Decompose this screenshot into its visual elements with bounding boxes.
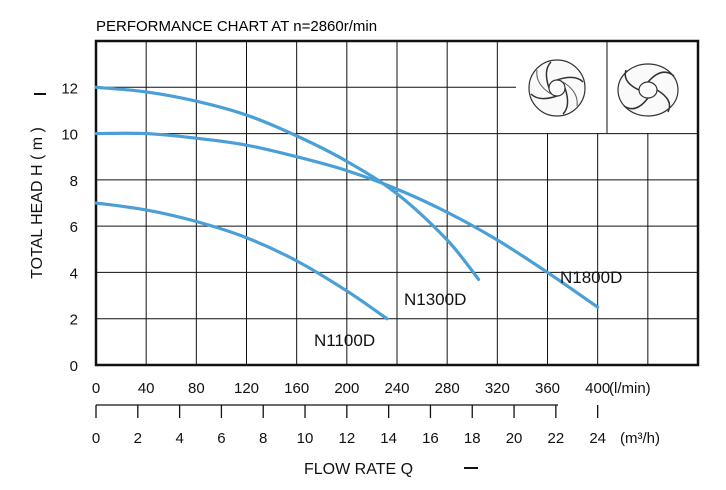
chart-grid [95, 40, 699, 366]
x-tick-label-lmin: 400 [585, 380, 610, 397]
x-tick-label-lmin: 360 [535, 380, 560, 397]
x-tick-label-m3h: 2 [134, 430, 142, 447]
x-tick-label-lmin: 240 [384, 380, 409, 397]
x-tick-labels-m3h: 0 2 4 6 8 10 12 14 16 18 20 22 24 [92, 405, 606, 447]
x-tick-label-m3h: 6 [217, 430, 225, 447]
x-tick-label-lmin: 280 [435, 380, 460, 397]
x-tick-label-lmin: 80 [188, 380, 205, 397]
x-tick-label-m3h: 8 [259, 430, 267, 447]
y-axis-label: TOTAL HEAD H ( m ) [29, 127, 46, 279]
y-tick-label: 8 [70, 173, 78, 190]
series-label-n1300d: N1300D [404, 290, 466, 309]
open-impeller-icon [617, 63, 679, 117]
x-tick-label-m3h: 18 [464, 430, 481, 447]
x-tick-label-m3h: 24 [589, 430, 606, 447]
y-tick-label: 6 [70, 219, 78, 236]
x-tick-label-lmin: 120 [234, 380, 259, 397]
y-tick-label: 2 [70, 312, 78, 329]
x-tick-label-lmin: 40 [138, 380, 155, 397]
x-unit-m3h: (m³/h) [620, 430, 660, 447]
y-axis-dash [34, 93, 46, 95]
x-tick-label-m3h: 22 [548, 430, 565, 447]
x-tick-label-m3h: 4 [175, 430, 183, 447]
x-tick-label-m3h: 12 [338, 430, 355, 447]
x-tick-label-m3h: 20 [506, 430, 523, 447]
x-tick-label-lmin: 160 [284, 380, 309, 397]
series-line-n1800d [94, 131, 600, 309]
x-tick-label-m3h: 10 [297, 430, 314, 447]
x-tick-label-lmin: 0 [92, 380, 100, 397]
x-tick-label-m3h: 0 [92, 430, 100, 447]
y-tick-label: 12 [61, 80, 78, 97]
y-tick-label: 4 [70, 265, 78, 282]
x-tick-label-m3h: 16 [422, 430, 439, 447]
chart-title: PERFORMANCE CHART AT n=2860r/min [96, 18, 377, 35]
y-tick-label: 10 [61, 127, 78, 144]
series-line-n1100d [94, 201, 389, 321]
x-tick-label-lmin: 200 [334, 380, 359, 397]
x-tick-label-lmin: 320 [485, 380, 510, 397]
x-unit-lmin: (l/min) [609, 380, 651, 397]
series-label-n1100d: N1100D [314, 331, 375, 350]
x-axis-dash [464, 467, 478, 469]
closed-impeller-icon [528, 59, 586, 117]
curves-layer [94, 85, 600, 321]
y-tick-labels: 0 2 4 6 8 10 12 [61, 80, 78, 375]
x-axis-label: FLOW RATE Q [304, 461, 413, 478]
series-line-n1300d [94, 85, 481, 281]
x-tick-label-m3h: 14 [380, 430, 397, 447]
series-label-n1800d: N1800D [560, 268, 622, 287]
y-tick-label: 0 [70, 358, 78, 375]
x-tick-labels-lmin: 0 40 80 120 160 200 240 280 320 360 400 [92, 380, 610, 397]
